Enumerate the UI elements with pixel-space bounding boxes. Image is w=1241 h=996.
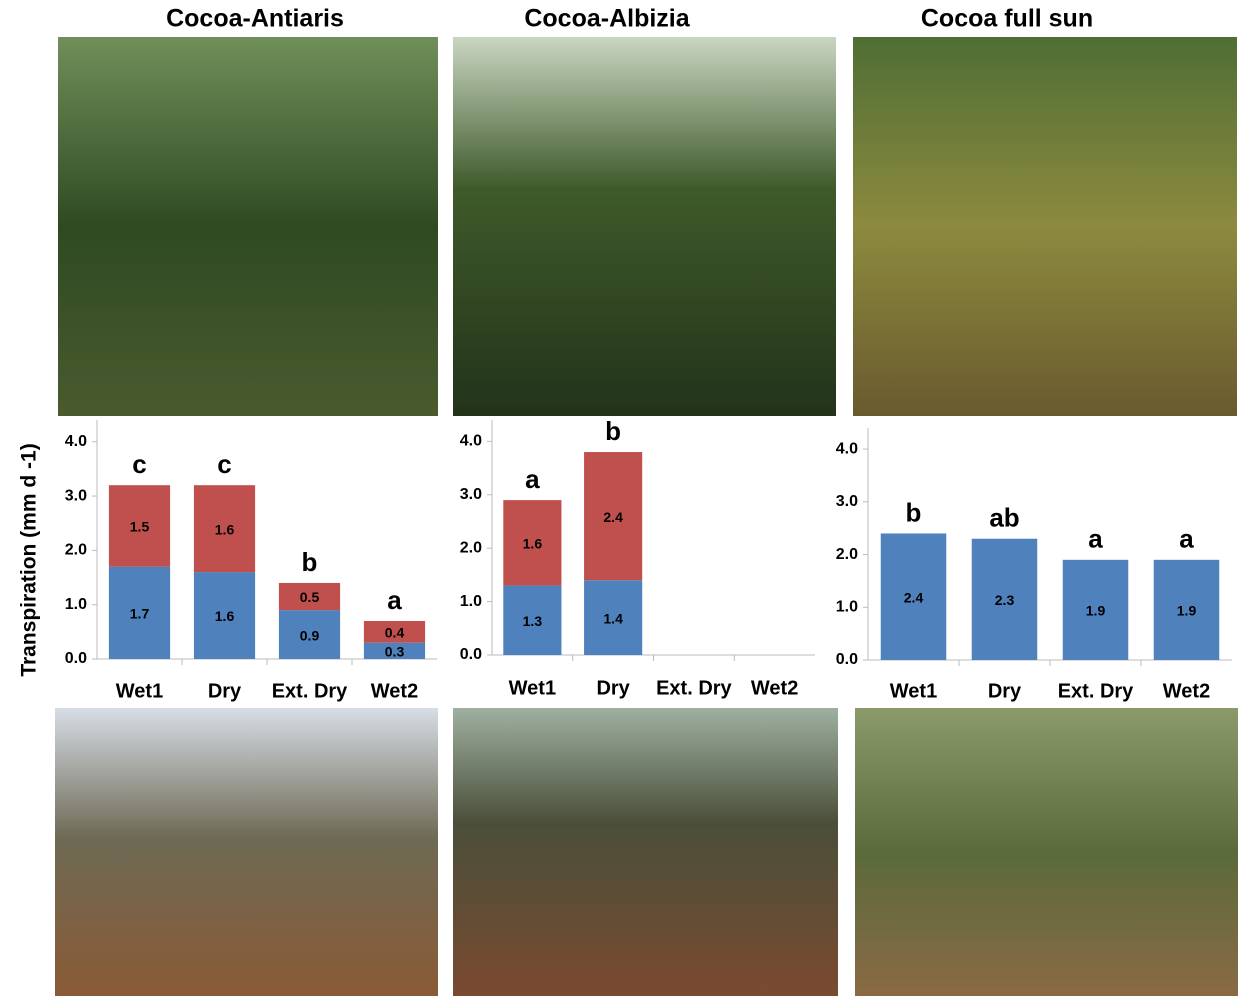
bar-segment: [1062, 559, 1129, 660]
value-label: 1.6: [215, 608, 235, 624]
bar-segment: [108, 485, 171, 567]
x-tick-label: Dry: [988, 680, 1022, 702]
value-label: 2.3: [995, 592, 1015, 608]
bar-segment: [363, 642, 426, 659]
value-label: 2.4: [904, 589, 924, 605]
photo: [55, 708, 438, 996]
significance-letter: ab: [989, 503, 1019, 533]
value-label: 1.7: [130, 606, 150, 622]
significance-letter: c: [217, 449, 231, 479]
bar-segment: [584, 580, 643, 655]
value-label: 0.4: [385, 625, 405, 641]
x-tick-label: Wet1: [509, 677, 556, 699]
photo: [453, 37, 836, 416]
y-tick-label: 1.0: [460, 593, 482, 610]
bar-segment: [503, 500, 562, 586]
value-label: 1.4: [603, 610, 623, 626]
value-label: 1.5: [130, 519, 150, 535]
value-label: 1.9: [1177, 603, 1197, 619]
photo: [855, 708, 1238, 996]
y-tick-label: 3.0: [836, 493, 858, 510]
x-tick-label: Wet2: [371, 680, 418, 702]
x-tick-label: Ext. Dry: [1058, 680, 1134, 702]
value-label: 1.6: [523, 536, 543, 552]
y-tick-label: 0.0: [65, 650, 87, 667]
chart-title: Cocoa full sun: [921, 5, 1093, 33]
photo: [853, 37, 1237, 416]
photo: [58, 37, 438, 416]
x-tick-label: Wet1: [890, 680, 937, 702]
y-tick-label: 2.0: [65, 542, 87, 559]
significance-letter: a: [387, 585, 402, 615]
x-tick-label: Wet1: [116, 680, 163, 702]
bar-segment: [278, 582, 341, 611]
value-label: 0.9: [300, 627, 320, 643]
value-label: 0.5: [300, 589, 320, 605]
y-tick-label: 3.0: [460, 486, 482, 503]
x-tick-label: Ext. Dry: [272, 680, 348, 702]
photo: [453, 708, 838, 996]
y-tick-label: 1.0: [836, 598, 858, 615]
x-tick-label: Wet2: [1163, 680, 1210, 702]
bar-segment: [1153, 559, 1220, 660]
y-tick-label: 4.0: [836, 440, 858, 457]
bar-segment: [584, 452, 643, 581]
value-label: 1.3: [523, 613, 543, 629]
y-tick-label: 2.0: [836, 546, 858, 563]
value-label: 2.4: [603, 509, 623, 525]
significance-letter: b: [605, 416, 621, 446]
value-label: 1.6: [215, 521, 235, 537]
y-axis-label: Transpiration (mm d -1): [18, 443, 41, 676]
bar-segment: [503, 585, 562, 655]
significance-letter: a: [1088, 524, 1103, 554]
y-tick-label: 0.0: [836, 651, 858, 668]
y-tick-label: 4.0: [65, 433, 87, 450]
bar-segment: [193, 485, 256, 573]
significance-letter: a: [1179, 524, 1194, 554]
y-tick-label: 1.0: [65, 596, 87, 613]
bar-segment: [278, 610, 341, 659]
y-tick-label: 0.0: [460, 646, 482, 663]
bar-segment: [880, 533, 947, 660]
x-tick-label: Dry: [208, 680, 242, 702]
significance-letter: b: [906, 497, 922, 527]
bar-segment: [108, 566, 171, 659]
bar-segment: [193, 572, 256, 659]
x-tick-label: Dry: [596, 677, 630, 699]
chart-title: Cocoa-Antiaris: [166, 5, 344, 33]
y-tick-label: 3.0: [65, 487, 87, 504]
significance-letter: a: [525, 464, 540, 494]
y-tick-label: 2.0: [460, 539, 482, 556]
bar-segment: [971, 538, 1038, 660]
bar-segment: [363, 620, 426, 643]
value-label: 0.3: [385, 644, 405, 660]
y-tick-label: 4.0: [460, 433, 482, 450]
x-tick-label: Ext. Dry: [656, 677, 732, 699]
chart-title: Cocoa-Albizia: [524, 5, 690, 33]
x-tick-label: Wet2: [751, 677, 798, 699]
significance-letter: b: [302, 547, 318, 577]
significance-letter: c: [132, 449, 146, 479]
value-label: 1.9: [1086, 603, 1106, 619]
